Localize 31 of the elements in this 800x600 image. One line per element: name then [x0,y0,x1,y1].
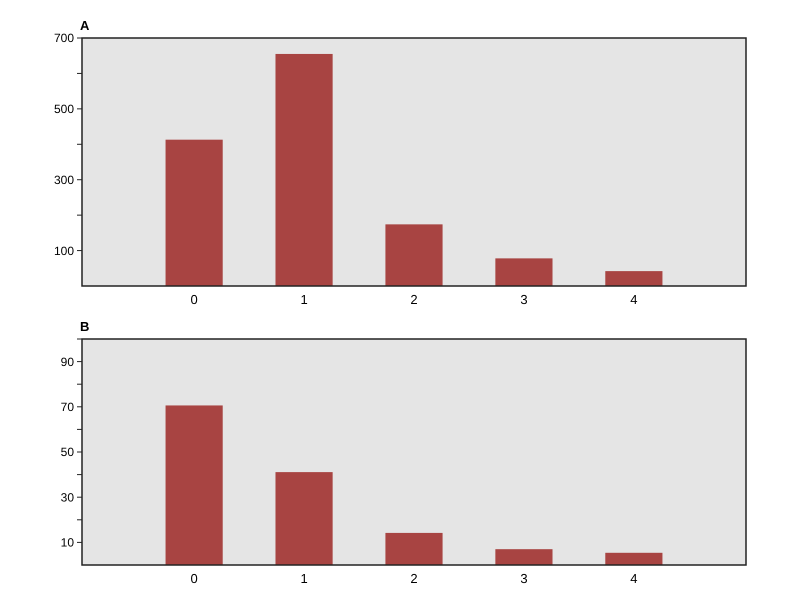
x-tick-label: 2 [410,292,418,307]
x-tick-label: 4 [630,292,638,307]
bar [166,140,223,286]
bar [275,472,333,565]
bar [166,405,223,565]
y-tick-label: 700 [54,31,74,46]
bar [495,549,553,565]
x-tick-label: 0 [190,571,198,586]
y-tick-label: 300 [54,172,74,187]
x-tick-label: 0 [190,292,198,307]
x-tick-label: 3 [520,292,528,307]
chart-title: A [80,18,90,33]
y-tick-label: 30 [60,490,74,504]
bar [605,271,662,286]
chart-title: B [80,319,90,334]
bar [605,552,662,565]
x-tick-label: 1 [300,571,308,586]
y-tick-label: 70 [60,400,74,414]
bar [495,258,553,286]
x-tick-label: 4 [630,571,638,586]
bar [385,224,443,286]
y-tick-label: 100 [54,244,74,258]
x-tick-label: 1 [300,292,308,307]
y-tick-label: 10 [60,536,74,550]
y-tick-label: 90 [60,354,74,369]
bar [385,532,443,565]
x-tick-label: 2 [410,571,418,586]
y-tick-label: 500 [54,102,74,116]
y-tick-label: 50 [60,445,74,460]
bar [275,54,333,286]
x-tick-label: 3 [520,571,528,586]
